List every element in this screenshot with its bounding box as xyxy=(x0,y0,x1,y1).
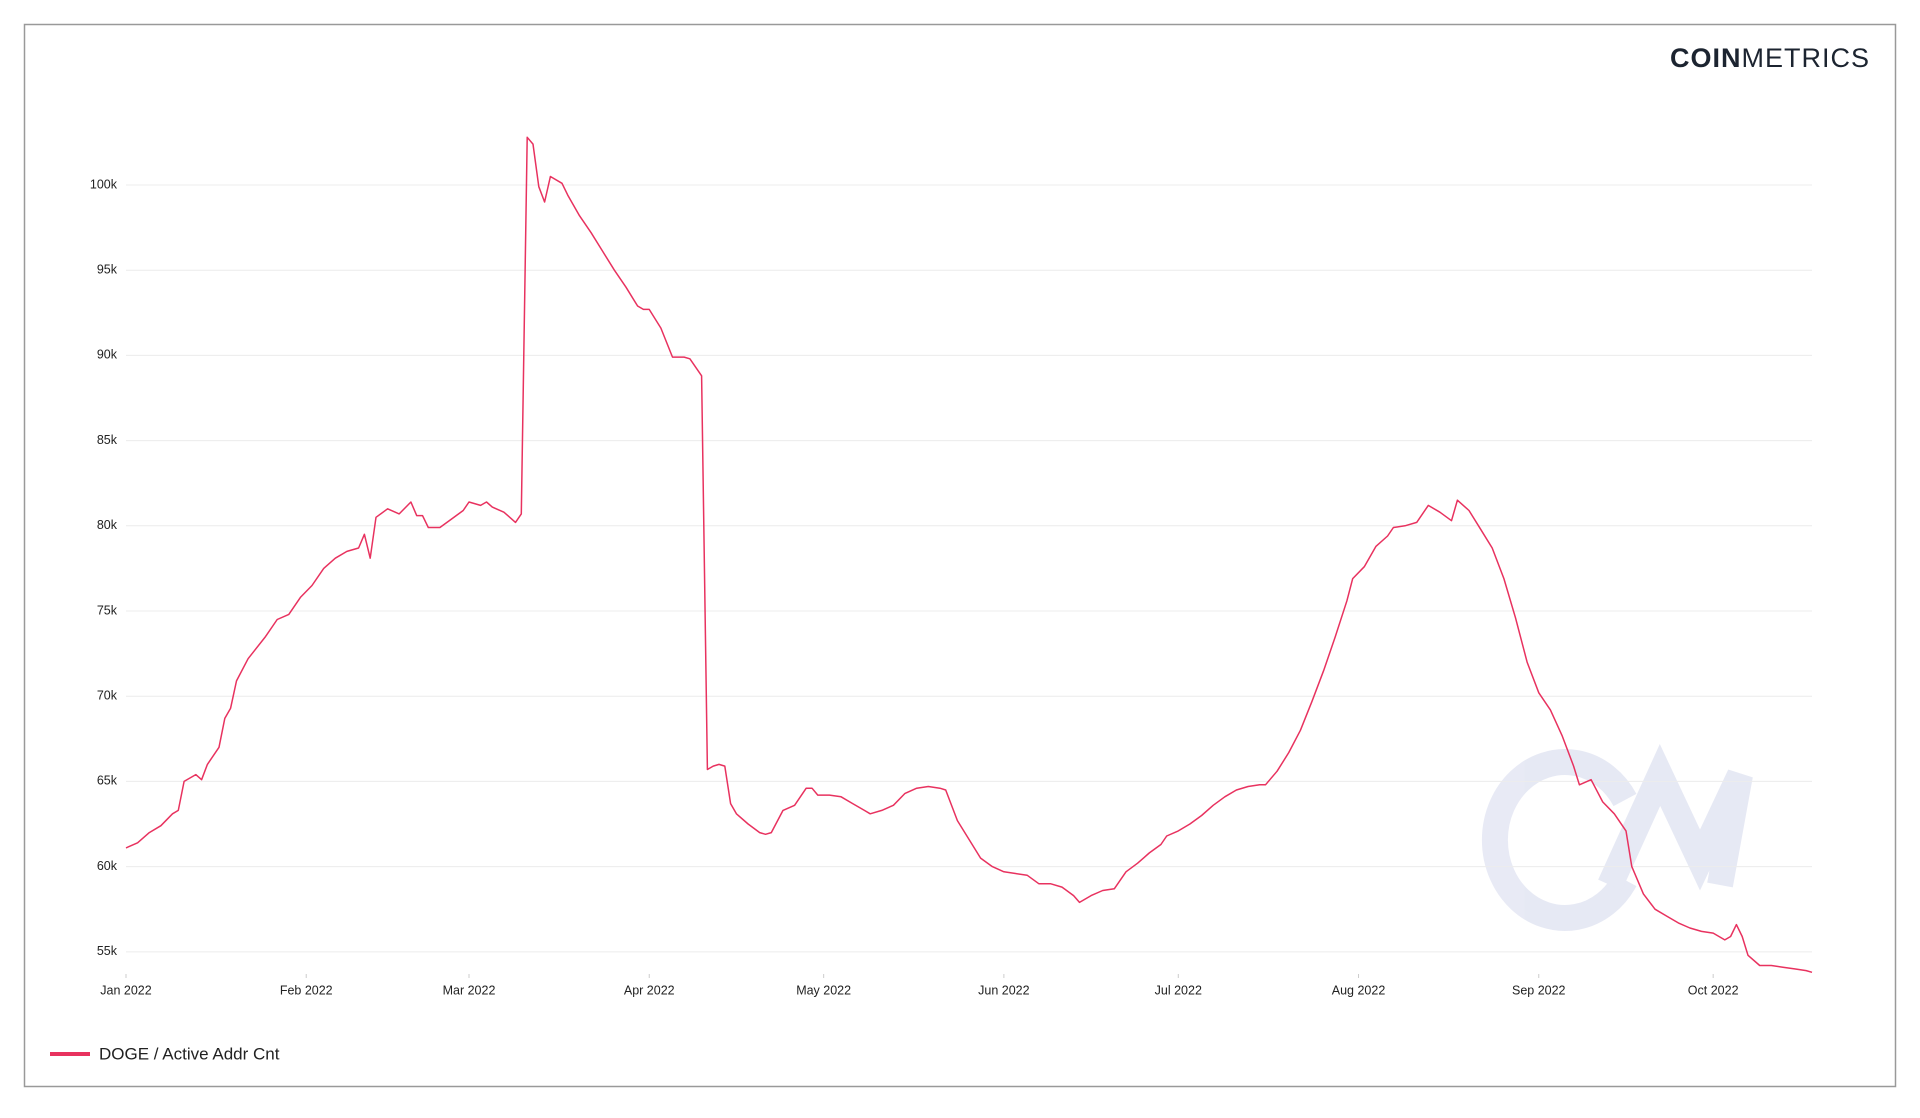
y-tick-label: 60k xyxy=(97,859,118,873)
watermark-m xyxy=(1598,744,1753,891)
y-tick-label: 95k xyxy=(97,262,118,276)
y-tick-label: 80k xyxy=(97,518,118,532)
frame xyxy=(23,23,1897,1088)
y-tick-label: 90k xyxy=(97,348,118,362)
brand-bold: COIN xyxy=(1670,43,1742,73)
brand-light: METRICS xyxy=(1742,43,1871,73)
y-tick-label: 75k xyxy=(97,603,118,617)
y-tick-label: 55k xyxy=(97,944,118,958)
legend-label: DOGE / Active Addr Cnt xyxy=(99,1044,280,1063)
x-tick-label: Sep 2022 xyxy=(1512,983,1566,997)
data-line xyxy=(125,136,1813,974)
x-tick-label: Jan 2022 xyxy=(100,983,151,997)
y-tick-label: 65k xyxy=(97,774,118,788)
x-tick-label: Feb 2022 xyxy=(280,983,333,997)
x-tick-label: Jun 2022 xyxy=(978,983,1029,997)
y-tick-label: 85k xyxy=(97,433,118,447)
y-tick-label: 70k xyxy=(97,689,118,703)
brand-logo: COINMETRICS xyxy=(1670,43,1870,73)
y-tick-label: 100k xyxy=(90,177,118,191)
x-tick-label: Mar 2022 xyxy=(443,983,496,997)
x-tick-label: Oct 2022 xyxy=(1688,983,1739,997)
watermark xyxy=(1481,744,1753,931)
x-tick-label: Apr 2022 xyxy=(624,983,675,997)
watermark-c xyxy=(1481,749,1637,931)
x-tick-label: Jul 2022 xyxy=(1155,983,1202,997)
x-tick-label: May 2022 xyxy=(796,983,851,997)
x-tick-label: Aug 2022 xyxy=(1332,983,1386,997)
